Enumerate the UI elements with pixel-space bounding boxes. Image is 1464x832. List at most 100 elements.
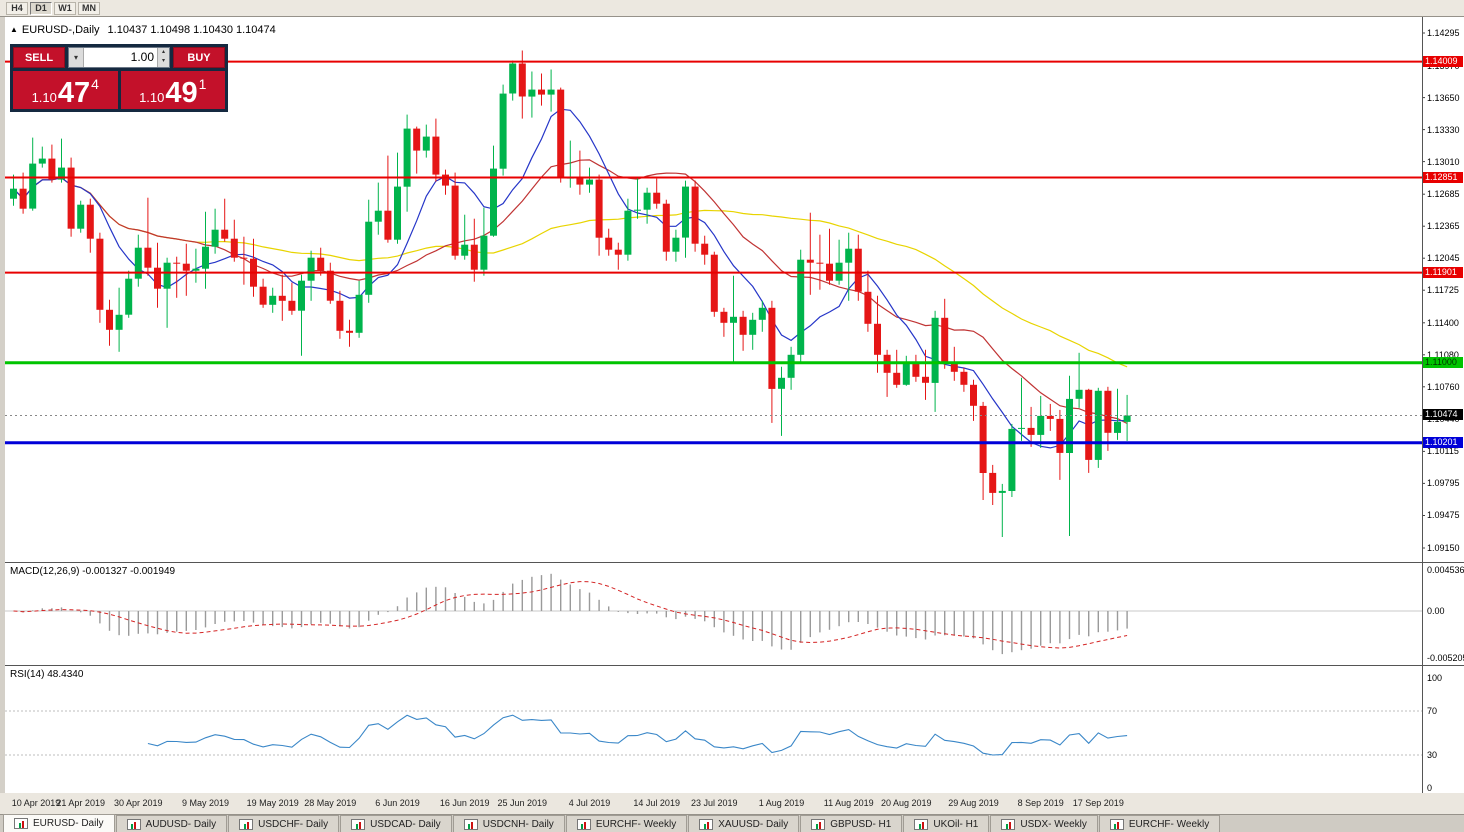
- price-axis-label: 1.12045: [1427, 253, 1460, 264]
- date-axis-label: 11 Aug 2019: [823, 798, 874, 808]
- volume-spinner[interactable]: ▴ ▾: [157, 48, 169, 67]
- sell-price-big: 47: [57, 77, 91, 109]
- chart-icon: [14, 818, 28, 829]
- chart-tab-audusd-daily[interactable]: AUDUSD- Daily: [115, 815, 228, 832]
- spin-down-icon[interactable]: ▾: [161, 58, 165, 64]
- price-axis-label: 1.13650: [1427, 92, 1460, 103]
- hlines-layer[interactable]: [5, 60, 1422, 445]
- date-axis-label: 4 Jul 2019: [568, 798, 611, 808]
- timeframe-button-h4[interactable]: H4: [6, 1, 28, 15]
- chart-icon: [463, 818, 478, 830]
- price-axis-label: 1.11725: [1427, 285, 1459, 296]
- price-axis-label: 1.09150: [1427, 543, 1460, 553]
- tab-label: USDCNH- Daily: [482, 818, 554, 830]
- ma-line-20: [13, 159, 1128, 425]
- timeframe-button-d1[interactable]: D1: [30, 1, 52, 15]
- chart-tab-xauusd-daily[interactable]: XAUUSD- Daily: [688, 815, 800, 832]
- volume-value[interactable]: 1.00: [130, 50, 154, 64]
- buy-price-pip: 1: [198, 76, 207, 92]
- chart-icon: [1109, 818, 1124, 830]
- rsi-line: [147, 714, 1128, 756]
- chart-icon: [914, 818, 929, 830]
- price-axis-label: 1.12365: [1427, 221, 1460, 232]
- rsi-axis-label: 100: [1427, 673, 1443, 683]
- chart-tab-ukoil-h1[interactable]: UKOil- H1: [903, 815, 990, 832]
- price-axis-label: 1.09795: [1427, 478, 1460, 489]
- buy-price-big: 49: [165, 77, 198, 109]
- date-axis-label: 17 Sep 2019: [1072, 798, 1124, 808]
- date-axis-label: 29 Aug 2019: [948, 798, 999, 808]
- hline-price-tag: 1.10201: [1423, 436, 1463, 448]
- date-axis-label: 8 Sep 2019: [1017, 798, 1064, 808]
- macd-indicator-label: MACD(12,26,9) -0.001327 -0.001949: [10, 566, 176, 577]
- ma-line-45: [13, 177, 1128, 368]
- price-axis-label: 1.13330: [1427, 124, 1460, 135]
- buy-price-base: 1.10: [139, 90, 165, 105]
- candles-layer: [10, 50, 1131, 537]
- date-axis-label: 25 Jun 2019: [497, 798, 548, 808]
- chart-tab-usdchf-daily[interactable]: USDCHF- Daily: [228, 815, 340, 832]
- date-axis-label: 19 May 2019: [246, 798, 299, 808]
- date-axis-label: 30 Apr 2019: [114, 798, 163, 808]
- tab-label: AUDUSD- Daily: [145, 818, 217, 830]
- date-axis[interactable]: 10 Apr 2019 21 Apr 2019 30 Apr 2019 9 May 2…: [0, 793, 1464, 814]
- tab-label: UKOil- H1: [933, 818, 979, 830]
- chart-ohlc-values: 1.10437 1.10498 1.10430 1.10474: [107, 24, 276, 36]
- hline-price-tag: 1.11901: [1423, 266, 1463, 278]
- buy-button[interactable]: BUY: [173, 47, 225, 68]
- chart-area: [0, 17, 1464, 793]
- volume-field[interactable]: ▾ 1.00 ▴ ▾: [68, 47, 170, 68]
- chart-icon: [126, 818, 141, 830]
- date-axis-label: 21 Apr 2019: [56, 798, 105, 808]
- tab-label: GBPUSD- H1: [830, 818, 892, 830]
- chart-icon: [811, 818, 826, 830]
- chart-tab-usdx-weekly[interactable]: USDX- Weekly: [990, 815, 1098, 832]
- chart-icon: [576, 818, 591, 830]
- hline-price-tag: 1.14009: [1423, 55, 1463, 67]
- rsi-axis-label: 70: [1427, 706, 1438, 716]
- date-axis-label: 20 Aug 2019: [881, 798, 932, 808]
- sell-button[interactable]: SELL: [13, 47, 65, 68]
- date-axis-label: 14 Jul 2019: [633, 798, 680, 808]
- chart-tab-usdcad-daily[interactable]: USDCAD- Daily: [340, 815, 452, 832]
- timeframe-button-mn[interactable]: MN: [78, 1, 100, 15]
- price-axis-label: 1.10115: [1427, 446, 1459, 457]
- rsi-indicator-label: RSI(14) 48.4340: [10, 669, 84, 680]
- price-axis-label: 1.13010: [1427, 156, 1460, 167]
- timeframe-button-w1[interactable]: W1: [54, 1, 76, 15]
- window-left-edge: [0, 17, 5, 793]
- sell-price-base: 1.10: [31, 90, 57, 105]
- tab-label: USDCHF- Daily: [258, 818, 329, 830]
- volume-dropdown-icon[interactable]: ▾: [69, 48, 84, 67]
- date-axis-label: 10 Apr 2019: [11, 798, 61, 808]
- tab-label: EURCHF- Weekly: [1128, 818, 1210, 830]
- chart-tab-eurchf-weekly[interactable]: EURCHF- Weekly: [1098, 815, 1221, 832]
- chart-tab-gbpusd-h1[interactable]: GBPUSD- H1: [800, 815, 903, 832]
- chart-symbol-period: EURUSD-,Daily: [21, 24, 100, 36]
- spin-up-icon[interactable]: ▴: [161, 49, 165, 55]
- chart-collapse-arrow-icon[interactable]: ▲: [10, 25, 18, 34]
- chart-tab-usdcnh-daily[interactable]: USDCNH- Daily: [452, 815, 565, 832]
- timeframe-toolbar: H4 D1 W1 MN: [0, 0, 1464, 17]
- date-axis-label: 23 Jul 2019: [691, 798, 738, 808]
- rsi-axis-label: 0: [1427, 783, 1433, 793]
- macd-layer: [5, 573, 1422, 655]
- chart-tab-eurusd-daily[interactable]: EURUSD- Daily: [3, 814, 115, 832]
- chart-tab-eurchf-weekly[interactable]: EURCHF- Weekly: [565, 815, 688, 832]
- date-axis-label: 6 Jun 2019: [375, 798, 420, 808]
- price-axis-label: 1.10760: [1427, 381, 1460, 392]
- date-axis-label: 16 Jun 2019: [439, 798, 490, 808]
- one-click-trading-panel: SELL ▾ 1.00 ▴ ▾ BUY 1.10 47 4 1.10 49 1: [10, 44, 228, 112]
- sell-price-display[interactable]: 1.10 47 4: [13, 71, 118, 109]
- price-axis[interactable]: 1.142951.139701.136501.133301.130101.126…: [1422, 17, 1464, 793]
- buy-price-display[interactable]: 1.10 49 1: [120, 71, 225, 109]
- macd-axis-label: 0.00: [1427, 605, 1445, 616]
- price-axis-label: 1.12685: [1427, 189, 1460, 200]
- tab-label: EURUSD- Daily: [33, 818, 104, 829]
- chart-title: ▲ EURUSD-,Daily 1.10437 1.10498 1.10430 1.…: [10, 24, 276, 36]
- bid-price-tag: 1.10474: [1423, 409, 1463, 421]
- frame-layer: [0, 17, 1464, 796]
- hline-price-tag: 1.11000: [1423, 356, 1463, 368]
